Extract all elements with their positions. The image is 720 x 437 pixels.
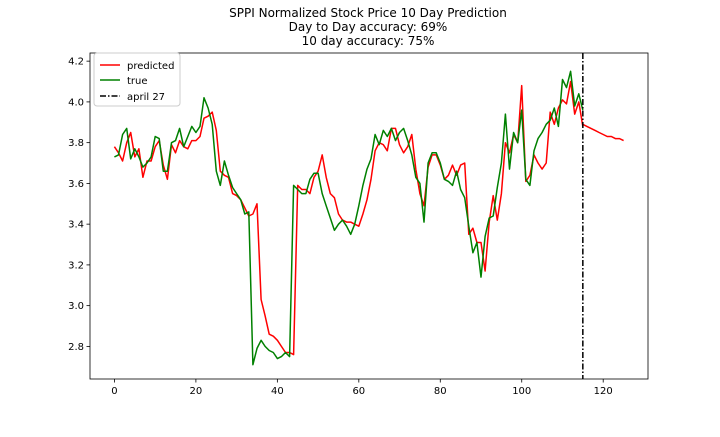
- series-line-true: [114, 70, 584, 366]
- plot-area: [113, 53, 624, 379]
- legend-label-april-27: april 27: [127, 92, 165, 103]
- y-tick-label: 3.6: [68, 179, 84, 190]
- series-line-predicted: [113, 80, 584, 356]
- chart-title: SPPI Normalized Stock Price 10 Day Predi…: [229, 6, 507, 48]
- x-tick-label: 80: [434, 386, 447, 397]
- x-tick-label: 120: [594, 386, 613, 397]
- legend-label-true: true: [127, 76, 148, 87]
- y-tick-label: 4.0: [68, 97, 84, 108]
- y-tick-label: 2.8: [68, 342, 84, 353]
- axes-frame: [89, 52, 649, 380]
- series-line-predicted-extension: [582, 123, 624, 142]
- y-tick-label: 3.8: [68, 138, 84, 149]
- legend-box: [93, 52, 181, 107]
- y-tick-label: 3.4: [68, 220, 84, 231]
- y-tick-label: 3.2: [68, 260, 84, 271]
- title-line-1: SPPI Normalized Stock Price 10 Day Predi…: [229, 6, 507, 20]
- y-tick-label: 4.2: [68, 57, 84, 68]
- x-tick-label: 40: [271, 386, 284, 397]
- legend: predicted true april 27: [93, 52, 181, 107]
- title-line-2: Day to Day accuracy: 69%: [289, 20, 448, 34]
- x-tick-label: 20: [190, 386, 203, 397]
- x-tick-label: 60: [352, 386, 365, 397]
- x-tick-label: 0: [111, 386, 117, 397]
- y-tick-label: 3.0: [68, 301, 84, 312]
- axes: 0 20 40 60 80 100 120 2.8 3.0 3.2 3.4 3.6 3.8 4.0 4.2: [68, 52, 649, 397]
- legend-label-predicted: predicted: [127, 61, 174, 72]
- x-tick-label: 100: [512, 386, 531, 397]
- title-line-3: 10 day accuracy: 75%: [302, 34, 435, 48]
